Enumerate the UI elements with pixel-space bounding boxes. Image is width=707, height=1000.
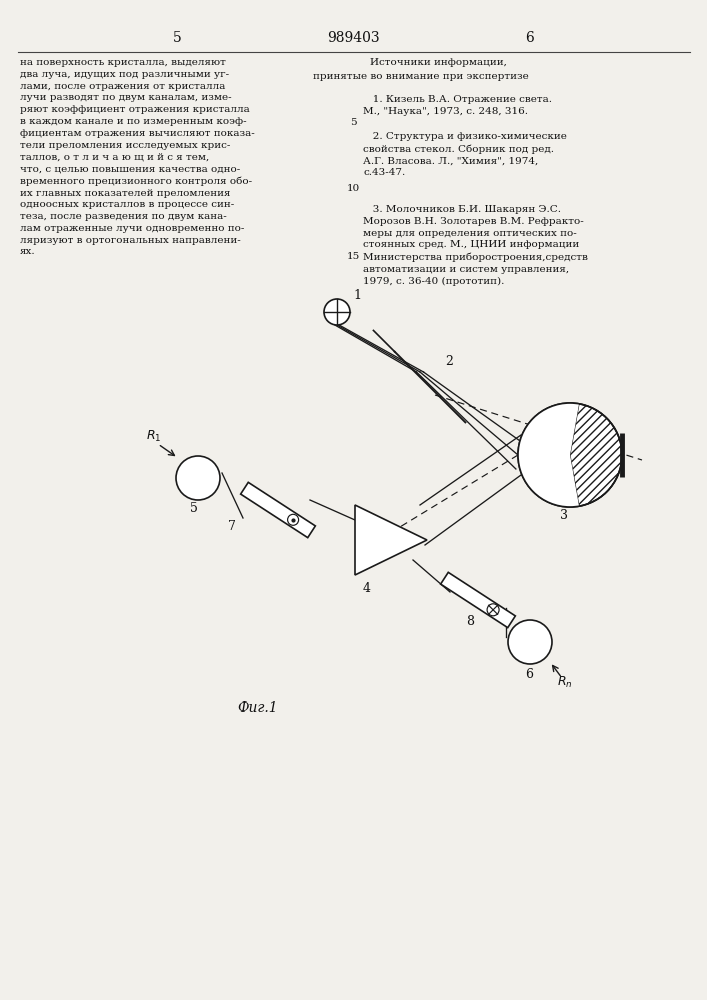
Text: 989403: 989403	[327, 31, 380, 45]
Text: 3: 3	[560, 509, 568, 522]
Text: 1. Кизель В.А. Отражение света.
М., "Наука", 1973, с. 248, 316.: 1. Кизель В.А. Отражение света. М., "Нау…	[363, 95, 552, 116]
Polygon shape	[240, 482, 315, 538]
Text: 5: 5	[350, 118, 356, 127]
Text: $R_n$: $R_n$	[557, 675, 573, 690]
Circle shape	[518, 403, 622, 507]
Circle shape	[288, 514, 298, 525]
Wedge shape	[518, 403, 579, 507]
Text: 2. Структура и физико-химические
свойства стекол. Сборник под ред.
А.Г. Власова.: 2. Структура и физико-химические свойств…	[363, 132, 567, 177]
Text: 7: 7	[228, 520, 236, 533]
Text: 4: 4	[363, 582, 371, 595]
Circle shape	[487, 604, 499, 616]
Text: 2: 2	[445, 355, 453, 368]
Text: 6: 6	[525, 31, 534, 45]
Text: 5: 5	[173, 31, 182, 45]
Text: принятые во внимание при экспертизе: принятые во внимание при экспертизе	[313, 72, 529, 81]
Text: 10: 10	[346, 184, 360, 193]
Text: Фиг.1: Фиг.1	[238, 701, 279, 715]
Text: 6: 6	[525, 668, 533, 681]
Circle shape	[324, 299, 350, 325]
Circle shape	[508, 620, 552, 664]
Text: 3. Молочников Б.И. Шакарян Э.С.
Морозов В.Н. Золотарев В.М. Рефракто-
меры для о: 3. Молочников Б.И. Шакарян Э.С. Морозов …	[363, 205, 588, 286]
Circle shape	[176, 456, 220, 500]
Text: на поверхность кристалла, выделяют
два луча, идущих под различными уг-
лами, пос: на поверхность кристалла, выделяют два л…	[20, 58, 255, 256]
Text: 15: 15	[346, 252, 360, 261]
Text: Источники информации,: Источники информации,	[370, 58, 506, 67]
Text: 8: 8	[466, 615, 474, 628]
Text: $R_1$: $R_1$	[146, 429, 161, 444]
Text: 1: 1	[353, 289, 361, 302]
Polygon shape	[355, 505, 427, 575]
Polygon shape	[440, 572, 515, 628]
Text: 5: 5	[190, 502, 198, 515]
